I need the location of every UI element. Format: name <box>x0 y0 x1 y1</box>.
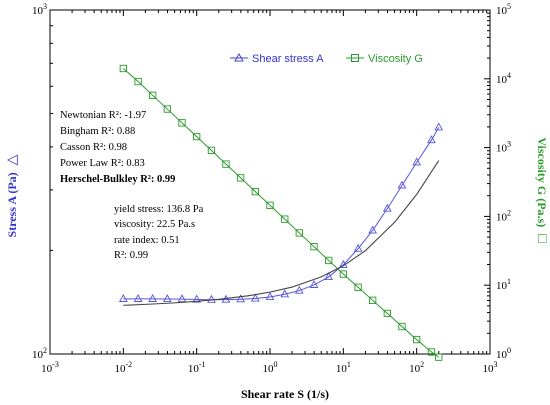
svg-text:Viscosity G (Pa.s) □: Viscosity G (Pa.s) □ <box>534 137 549 243</box>
series-layer <box>118 64 444 361</box>
shear-stress-point <box>294 285 304 294</box>
shear-stress-point <box>382 203 392 212</box>
x-axis-ticks: 10-3 10-2 10-1 100 101 102 103 <box>41 10 498 375</box>
viscosity-point <box>237 174 245 182</box>
y-right-tick-label: 101 <box>496 277 511 292</box>
x-tick-label: 10-3 <box>41 360 59 375</box>
viscosity-point <box>383 309 391 318</box>
hb-parameters-annotation: yield stress: 136.8 Pa viscosity: 22.5 P… <box>114 204 204 261</box>
viscosity-point <box>325 256 333 265</box>
square-symbol-icon: □ <box>534 234 549 243</box>
y-right-tick-label: 103 <box>496 140 511 155</box>
shear-stress-point <box>148 293 158 302</box>
shear-stress-point <box>324 271 334 280</box>
x-tick-label: 10-2 <box>114 360 132 375</box>
shear-stress-point <box>118 293 128 302</box>
y-left-axis-label: Stress A (Pa) <box>5 172 19 237</box>
triangle-marker-icon <box>234 52 244 62</box>
viscosity-point <box>354 283 362 291</box>
y-left-tick-label: 103 <box>32 2 47 17</box>
shear-stress-point <box>427 135 436 144</box>
viscosity-point <box>398 322 406 331</box>
x-tick-label: 101 <box>336 360 351 375</box>
fit-line-casson: Casson R²: 0.98 <box>60 142 127 153</box>
viscosity-point <box>163 105 171 113</box>
y-right-tick-label: 100 <box>496 346 511 361</box>
x-tick-label: 100 <box>263 360 278 375</box>
viscosity-point <box>207 146 216 155</box>
shear-stress-line <box>123 127 440 301</box>
shear-stress-point <box>353 243 363 252</box>
y-left-axis-title: Stress A (Pa) △ <box>5 154 20 237</box>
hb-r-squared: R²: 0.99 <box>114 250 148 261</box>
shear-stress-point <box>397 180 407 189</box>
viscosity-point <box>251 187 259 196</box>
shear-stress-point <box>412 157 422 166</box>
y-right-tick-label: 104 <box>496 71 511 86</box>
x-tick-label: 102 <box>409 360 424 375</box>
viscosity-point <box>222 160 230 168</box>
x-tick-label: 103 <box>483 360 498 375</box>
shear-stress-point <box>177 294 187 303</box>
viscosity-line <box>122 68 440 358</box>
shear-stress-point <box>250 293 260 302</box>
square-marker-icon <box>351 54 359 62</box>
viscosity-point <box>193 132 201 141</box>
x-axis-title: Shear rate S (1/s) <box>241 387 329 401</box>
viscosity-point <box>368 296 377 304</box>
shear-stress-point <box>133 293 143 302</box>
legend: Shear stress A Viscosity G <box>230 52 423 65</box>
viscosity-point <box>266 201 274 209</box>
shear-stress-point <box>236 294 246 303</box>
legend-label-shear-stress: Shear stress A <box>252 53 324 65</box>
viscosity-point <box>339 270 347 278</box>
hb-viscosity: viscosity: 22.5 Pa.s <box>114 219 195 230</box>
viscosity-point <box>119 64 127 73</box>
shear-stress-point <box>265 292 275 301</box>
fit-line-power-law: Power Law R²: 0.83 <box>60 158 145 169</box>
y-right-tick-label: 102 <box>496 208 511 223</box>
y-left-tick-label: 102 <box>32 346 47 361</box>
svg-text:Stress A (Pa) △: Stress A (Pa) △ <box>5 154 20 237</box>
viscosity-point <box>178 119 186 127</box>
shear-stress-point <box>309 279 319 288</box>
shear-stress-point <box>434 122 444 131</box>
legend-label-viscosity: Viscosity G <box>368 53 423 65</box>
legend-entry-shear-stress: Shear stress A <box>230 52 324 65</box>
hb-yield-stress: yield stress: 136.8 Pa <box>114 204 204 215</box>
y-right-axis-ticks: 100 101 102 103 104 105 <box>484 2 511 361</box>
viscosity-point <box>134 77 142 86</box>
fit-comparison-annotation: Newtonian R²: -1.97 Bingham R²: 0.88 Cas… <box>60 110 175 185</box>
viscosity-point <box>435 353 443 361</box>
shear-stress-point <box>368 225 378 234</box>
fit-line-bingham: Bingham R²: 0.88 <box>60 126 135 137</box>
triangle-symbol-icon: △ <box>5 154 20 165</box>
y-right-tick-label: 105 <box>496 2 511 17</box>
viscosity-point <box>310 243 318 251</box>
legend-entry-viscosity: Viscosity G <box>346 53 423 65</box>
fit-line-herschel-bulkley: Herschel-Bulkley R²: 0.99 <box>60 174 175 185</box>
x-tick-label: 10-1 <box>188 360 206 375</box>
viscosity-point <box>281 215 289 223</box>
shear-stress-point <box>280 289 290 298</box>
shear-stress-point <box>192 294 202 303</box>
shear-stress-point <box>207 294 216 303</box>
viscosity-point <box>413 335 421 344</box>
viscosity-point <box>148 91 157 99</box>
fit-curve-line <box>123 160 440 306</box>
fit-line-newtonian: Newtonian R²: -1.97 <box>60 110 146 121</box>
viscosity-point <box>427 348 436 356</box>
y-left-axis-ticks: 102 103 <box>32 2 56 361</box>
y-right-axis-label: Viscosity G (Pa.s) <box>535 137 549 227</box>
hb-rate-index: rate index: 0.51 <box>114 235 180 246</box>
shear-stress-point <box>162 294 172 303</box>
y-right-axis-title: Viscosity G (Pa.s) □ <box>534 137 549 243</box>
viscosity-point <box>295 229 303 237</box>
